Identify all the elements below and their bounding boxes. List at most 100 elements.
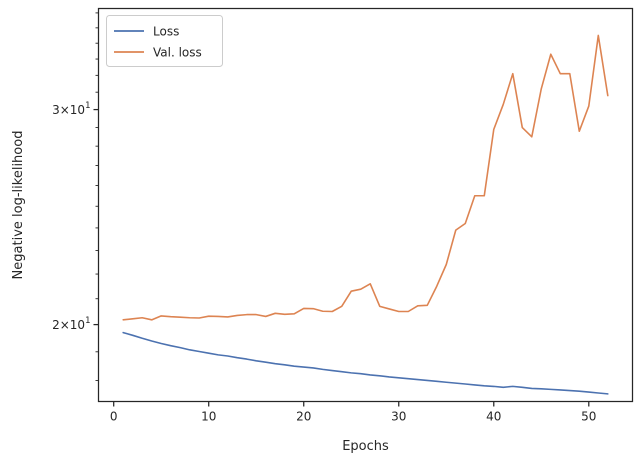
y-tick-label: 3×101 [52,101,90,117]
data-point [569,389,571,391]
data-point [455,229,457,231]
data-point [493,128,495,130]
data-point [198,317,200,319]
plot-frame [97,7,634,403]
data-point [303,307,305,309]
data-point [141,337,143,339]
data-point [588,391,590,393]
data-point [578,390,580,392]
data-point [588,105,590,107]
data-point [331,369,333,371]
data-point [436,380,438,382]
data-point [265,361,267,363]
series-line-loss [122,331,609,395]
data-point [493,385,495,387]
data-point [407,310,409,312]
data-point [436,285,438,287]
data-point [255,313,257,315]
data-point [179,346,181,348]
data-point [274,312,276,314]
data-point [474,195,476,197]
data-point [189,317,191,319]
data-point [265,315,267,317]
data-point [607,393,609,395]
data-point [255,360,257,362]
data-point [227,316,229,318]
data-point [455,382,457,384]
data-point [331,310,333,312]
data-point [502,103,504,105]
data-point [464,222,466,224]
legend-label-loss: Loss [153,25,179,39]
data-point [284,313,286,315]
data-point [141,317,143,319]
data-point [246,313,248,315]
x-tick-label: 20 [296,410,311,424]
data-point [160,342,162,344]
data-point [151,319,153,321]
data-point [388,376,390,378]
data-point [236,356,238,358]
data-point [578,130,580,132]
data-point [322,368,324,370]
data-point [521,126,523,128]
data-point [170,344,172,346]
data-point [217,354,219,356]
data-point [569,73,571,75]
data-point [379,305,381,307]
x-tick-label: 50 [581,410,596,424]
data-point [407,378,409,380]
data-point [189,349,191,351]
data-point [483,195,485,197]
data-point [341,371,343,373]
data-point [417,305,419,307]
series-layer [122,34,609,395]
data-point [350,372,352,374]
x-tick-label: 30 [391,410,406,424]
data-point [360,373,362,375]
y-tick-label: 2×101 [52,316,90,332]
y-axis-title: Negative log-likelihood [11,131,26,280]
data-point [312,307,314,309]
data-point [398,377,400,379]
data-point [417,378,419,380]
legend: Loss Val. loss [106,15,223,67]
data-point [531,387,533,389]
data-point [540,388,542,390]
data-point [208,315,210,317]
x-axis-title: Epochs [342,439,389,454]
data-point [198,350,200,352]
data-point [379,375,381,377]
data-point [322,310,324,312]
data-point [483,385,485,387]
data-point [426,379,428,381]
data-point [388,308,390,310]
data-point [217,315,219,317]
data-point [445,381,447,383]
data-point [550,53,552,55]
data-point [122,319,124,321]
y-axis: 2×101 3×101 [52,12,99,381]
data-point [227,355,229,357]
data-point [597,392,599,394]
data-point [151,340,153,342]
data-point [426,304,428,306]
data-point [179,316,181,318]
data-point [132,318,134,320]
data-point [132,334,134,336]
data-point [540,88,542,90]
data-point [550,388,552,390]
data-point [445,263,447,265]
data-point [464,383,466,385]
data-point [559,73,561,75]
data-point [208,352,210,354]
data-point [360,288,362,290]
data-point [284,364,286,366]
data-point [369,374,371,376]
x-tick-label: 40 [486,410,501,424]
legend-label-val-loss: Val. loss [153,46,202,60]
data-point [398,310,400,312]
x-tick-label: 10 [201,410,216,424]
data-point [474,384,476,386]
